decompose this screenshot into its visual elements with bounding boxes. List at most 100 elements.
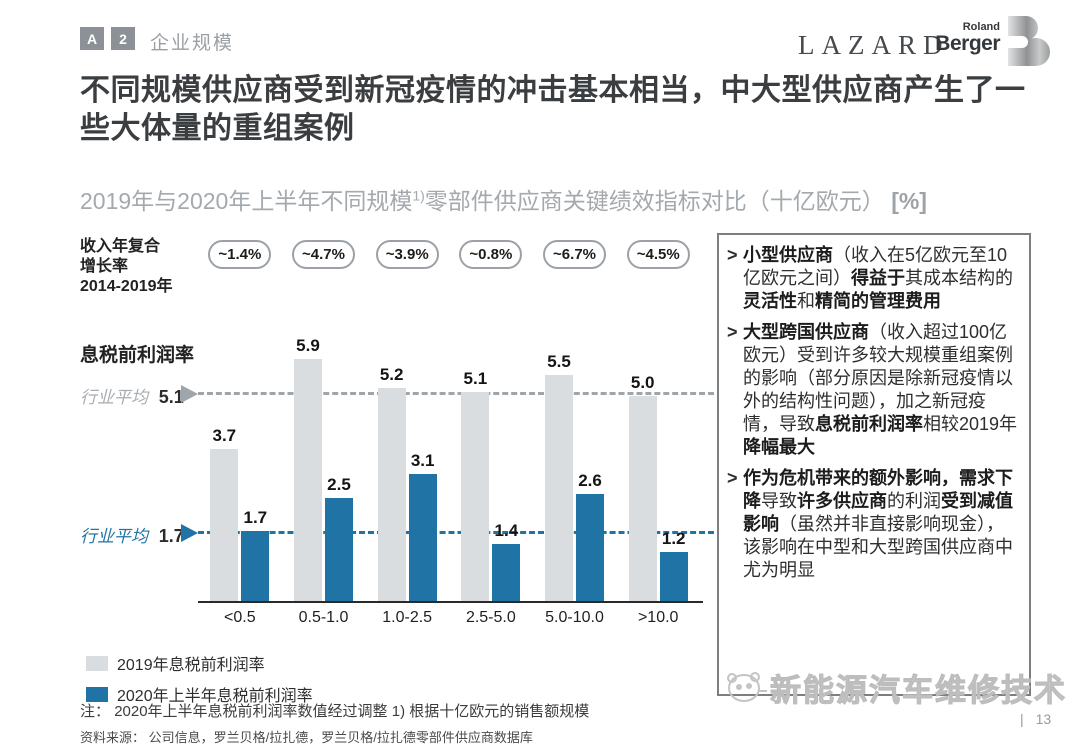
bar-2020h1 (325, 498, 353, 601)
bar-group: 5.9 2.5 (282, 330, 366, 601)
bar-wrap: 1.2 (659, 330, 688, 601)
bar-value-label: 5.2 (379, 365, 404, 384)
legend-item: 2020年上半年息税前利润率 (86, 682, 313, 706)
x-axis-line (198, 601, 703, 603)
bar-2020h1 (659, 552, 688, 601)
bar-2020h1 (408, 474, 437, 601)
chart-subtitle-unit: [%] (891, 188, 927, 214)
bar-value-label: 5.1 (463, 369, 488, 388)
bar-value-label: 5.0 (630, 373, 655, 392)
x-axis-labels: <0.5 0.5-1.0 1.0-2.5 2.5-5.0 5.0-10.0 >10.0 (198, 609, 700, 627)
bar-wrap: 2.6 (576, 330, 605, 601)
ebit-margin-axis-label: 息税前利润率 (80, 345, 195, 366)
bullet-text-segment: 其成本结构的 (905, 268, 1013, 288)
bar-group: 5.1 1.4 (449, 330, 533, 601)
cagr-badge-cell: ~6.7% (533, 240, 617, 269)
cagr-badge-cell: ~1.4% (198, 240, 282, 269)
bullet-text-segment: 降幅最大 (743, 437, 815, 457)
cagr-badge: ~6.7% (543, 240, 606, 269)
bullet-text-segment: 小型供应商 (743, 245, 833, 265)
bar-wrap: 5.1 (461, 330, 490, 601)
bar-2020h1 (492, 544, 521, 601)
chart-subtitle-pre: 2019年与2020年上半年不同规模 (80, 188, 413, 214)
x-axis-label: 5.0-10.0 (545, 609, 604, 626)
bar-wrap: 5.2 (377, 330, 406, 601)
bar-value-label: 3.1 (410, 451, 435, 470)
bullet-text-segment: （收入超过100亿欧元）受到许多较大规模重组案例的影响（部分原因是除新冠疫情以外… (743, 322, 1013, 434)
footnote-label: 注： (80, 703, 111, 720)
chart-subtitle: 2019年与2020年上半年不同规模1)零部件供应商关键绩效指标对比（十亿欧元）… (80, 182, 1030, 216)
bar-wrap: 1.4 (492, 330, 521, 601)
roland-berger-logo-top: Roland (962, 21, 1000, 33)
bar-wrap: 3.7 (210, 330, 239, 601)
cagr-badge-cell: ~0.8% (449, 240, 533, 269)
bullet-text-segment: 得益于 (851, 268, 905, 288)
bar-value-label: 5.9 (296, 336, 320, 355)
page-number-divider: | (1020, 711, 1024, 727)
cagr-axis-label-line: 2014-2019年 (80, 278, 173, 295)
slide-title: 不同规模供应商受到新冠疫情的冲击基本相当，中大型供应商产生了一些大体量的重组案例 (80, 74, 1026, 146)
bullet-text-segment: （收入在5亿欧元至10亿欧元之间） (743, 245, 1008, 288)
bullet-text-segment: 作为危机带来的额外影响，需求下降 (743, 468, 1013, 511)
bullet-text: 作为危机带来的额外影响，需求下降导致许多供应商的利润受到减值影响（虽然并非直接影… (743, 467, 1021, 582)
bullet-text-segment: 的利润 (887, 491, 941, 511)
bullet-text-segment: 精简的管理费用 (815, 291, 941, 311)
legend-swatch (86, 686, 108, 702)
industry-average-value: 1.7 (158, 526, 184, 546)
industry-average-label-2019: 行业平均 5.1 (80, 383, 184, 408)
bullet-text-segment: 导致 (761, 491, 797, 511)
bar-2020h1 (576, 494, 605, 601)
commentary-bullet: > 小型供应商（收入在5亿欧元至10亿欧元之间）得益于其成本结构的灵活性和精简的管… (727, 244, 1021, 313)
bullet-text: 小型供应商（收入在5亿欧元至10亿欧元之间）得益于其成本结构的灵活性和精简的管理… (743, 244, 1021, 313)
bullet-marker-icon: > (727, 468, 738, 488)
bar-value-label: 1.7 (243, 508, 268, 527)
cagr-axis-label-line: 增长率 (80, 258, 129, 275)
bullet-marker-icon: > (727, 322, 738, 342)
section-badge-a: A (80, 27, 104, 50)
source-line: 资料来源： 公司信息，罗兰贝格/拉扎德，罗兰贝格/拉扎德零部件供应商数据库 (80, 727, 533, 744)
source-label: 资料来源： (80, 730, 146, 744)
bullet-text: 大型跨国供应商（收入超过100亿欧元）受到许多较大规模重组案例的影响（部分原因是… (743, 321, 1021, 459)
footnote-text: 2020年上半年息税前利润率数值经过调整 1) 根据十亿欧元的销售额规模 (114, 703, 590, 720)
bar-value-label: 2.6 (578, 471, 602, 490)
cagr-badge: ~3.9% (375, 240, 439, 269)
bar-wrap: 1.7 (241, 330, 270, 601)
bar-group: 3.7 1.7 (198, 330, 282, 601)
bar-2019 (545, 375, 574, 601)
x-axis-label: 1.0-2.5 (382, 609, 433, 626)
commentary-panel: > 小型供应商（收入在5亿欧元至10亿欧元之间）得益于其成本结构的灵活性和精简的管… (717, 233, 1031, 696)
legend-label: 2020年上半年息税前利润率 (117, 688, 313, 705)
triangle-marker-icon (181, 524, 198, 542)
section-label: 企业规模 (150, 33, 235, 54)
bullet-marker-icon: > (727, 245, 738, 265)
bar-2019 (294, 359, 322, 601)
bar-wrap: 5.9 (294, 330, 322, 601)
legend-label: 2019年息税前利润率 (117, 657, 265, 674)
source-text: 公司信息，罗兰贝格/拉扎德，罗兰贝格/拉扎德零部件供应商数据库 (148, 730, 533, 744)
bar-wrap: 3.1 (408, 330, 437, 601)
bullet-text-segment: 灵活性 (743, 291, 797, 311)
commentary-bullet: > 大型跨国供应商（收入超过100亿欧元）受到许多较大规模重组案例的影响（部分原因… (727, 321, 1021, 459)
chart-legend: 2019年息税前利润率 2020年上半年息税前利润率 (86, 651, 313, 706)
bar-value-label: 5.5 (547, 352, 571, 371)
triangle-marker-icon (181, 385, 198, 403)
cagr-badge-cell: ~4.5% (616, 240, 700, 269)
footnote: 注： 2020年上半年息税前利润率数值经过调整 1) 根据十亿欧元的销售额规模 (80, 700, 589, 721)
bullet-text-segment: 受到减值影响 (743, 491, 1013, 534)
legend-item: 2019年息税前利润率 (86, 651, 313, 675)
section-badge-2: 2 (111, 27, 135, 50)
bar-2019 (377, 388, 406, 601)
bullet-text-segment: （虽然并非直接影响现金），该影响在中型和大型跨国供应商中尤为明显 (743, 514, 1013, 580)
legend-swatch (86, 655, 108, 671)
bar-2019 (628, 396, 657, 601)
industry-average-value: 5.1 (158, 387, 184, 407)
cagr-badge-cell: ~4.7% (282, 240, 366, 269)
bar-value-label: 1.4 (494, 521, 519, 540)
bar-wrap: 5.0 (628, 330, 657, 601)
x-axis-label: 0.5-1.0 (298, 609, 349, 626)
industry-average-name: 行业平均 (80, 388, 148, 407)
cagr-badge: ~4.7% (292, 240, 355, 269)
cagr-badge-row: ~1.4% ~4.7% ~3.9% ~0.8% ~6.7% ~4.5% (198, 240, 700, 269)
chart-subtitle-post: 零部件供应商关键绩效指标对比（十亿欧元） (424, 188, 885, 214)
